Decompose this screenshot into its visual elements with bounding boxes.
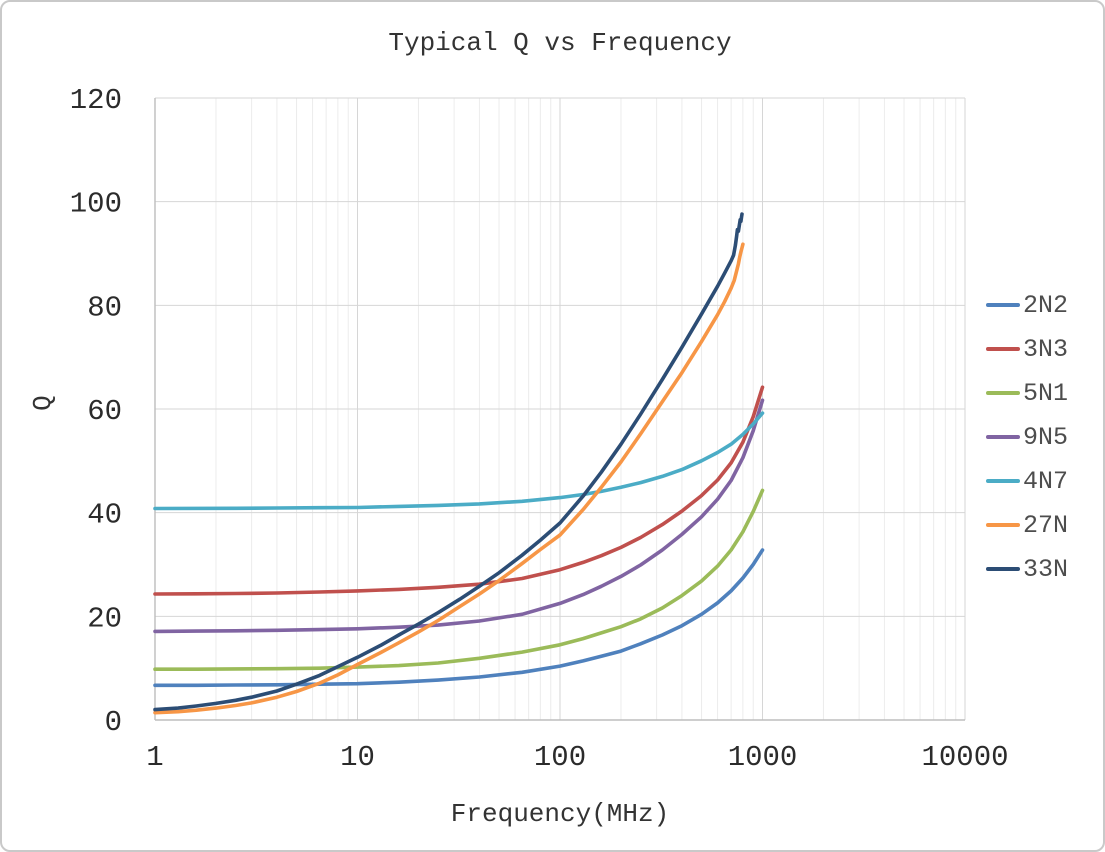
legend-item-3N3: 3N3 <box>986 327 1103 371</box>
legend-label: 2N2 <box>1023 290 1069 320</box>
legend-swatch <box>986 566 1020 572</box>
series-line-33N <box>153 212 744 712</box>
y-tick-label: 0 <box>105 706 122 739</box>
x-tick-label: 10 <box>340 741 375 774</box>
legend-swatch <box>986 390 1020 396</box>
legend-item-5N1: 5N1 <box>986 371 1103 415</box>
legend-label: 33N <box>1023 554 1069 584</box>
legend-swatch <box>986 522 1020 528</box>
series-line-5N1 <box>153 488 765 671</box>
series-line-3N3 <box>153 385 765 596</box>
legend-item-9N5: 9N5 <box>986 415 1103 459</box>
legend-label: 5N1 <box>1023 378 1069 408</box>
x-tick-label: 100 <box>534 741 586 774</box>
series-line-27N <box>153 242 745 715</box>
series-line-9N5 <box>153 398 765 634</box>
series-line-4N7 <box>153 411 765 511</box>
y-tick-label: 20 <box>87 602 122 635</box>
x-axis-title: Frequency(MHz) <box>450 799 670 829</box>
legend-swatch <box>986 478 1020 484</box>
legend-item-4N7: 4N7 <box>986 459 1103 503</box>
x-tick-label: 10000 <box>921 741 1008 774</box>
legend-label: 9N5 <box>1023 422 1069 452</box>
series-line-2N2 <box>153 548 765 688</box>
legend-swatch <box>986 302 1020 308</box>
legend-label: 4N7 <box>1023 466 1069 496</box>
legend-swatch <box>986 434 1020 440</box>
y-tick-label: 60 <box>87 395 122 428</box>
legend-label: 27N <box>1023 510 1069 540</box>
legend-item-33N: 33N <box>986 547 1103 591</box>
y-tick-label: 40 <box>87 499 122 532</box>
legend-item-2N2: 2N2 <box>986 283 1103 327</box>
x-tick-label: 1000 <box>728 741 798 774</box>
y-tick-label: 120 <box>70 84 122 117</box>
legend-item-27N: 27N <box>986 503 1103 547</box>
legend: 2N2 3N3 5N1 9N5 4N7 27N 33N <box>986 283 1103 591</box>
chart-title: Typical Q vs Frequency <box>388 28 732 58</box>
legend-label: 3N3 <box>1023 334 1069 364</box>
y-tick-label: 80 <box>87 291 122 324</box>
y-tick-label: 100 <box>70 188 122 221</box>
x-tick-label: 1 <box>146 741 163 774</box>
legend-swatch <box>986 346 1020 352</box>
